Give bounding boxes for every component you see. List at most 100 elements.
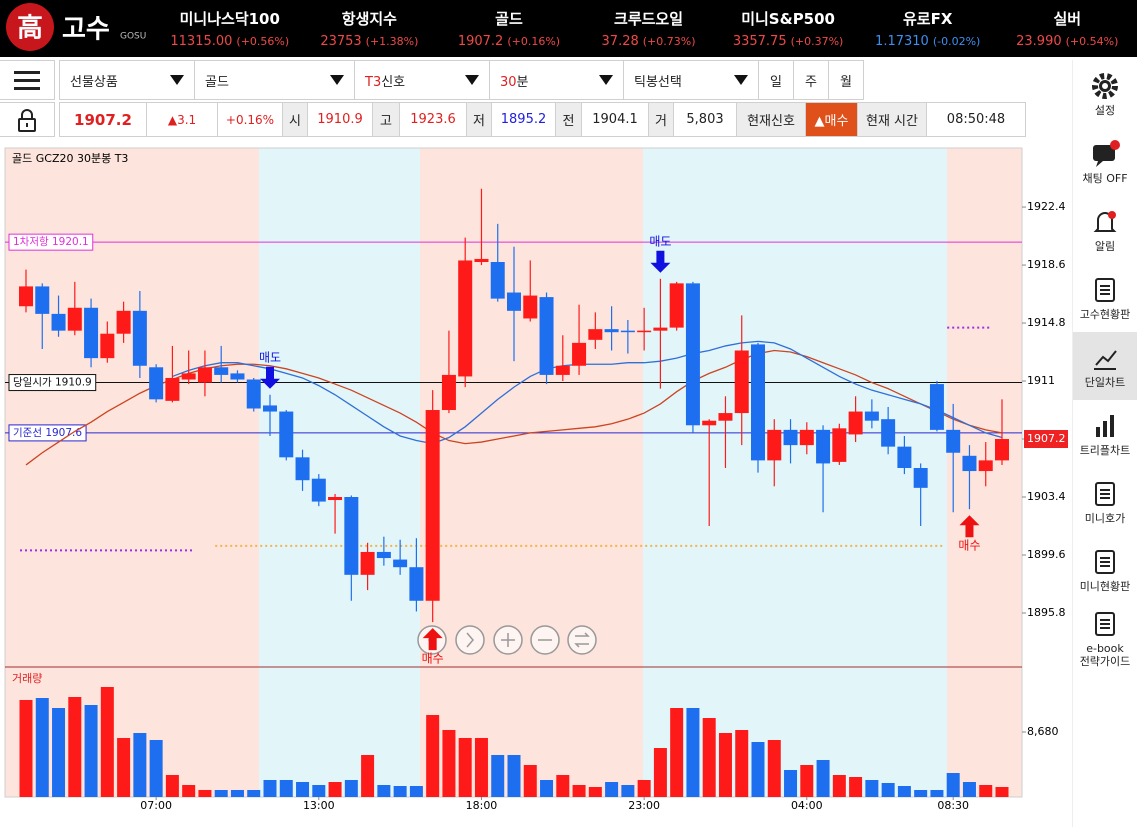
candle-body: [832, 428, 847, 462]
y-tick-label: 1918.6: [1027, 258, 1066, 271]
signal-label: 매수: [958, 539, 980, 553]
volume-bar: [214, 789, 228, 797]
lock-icon: [18, 108, 36, 132]
volume-bar: [881, 783, 895, 797]
x-tick-label: 04:00: [791, 799, 823, 812]
ticker-change: (+0.54%): [1065, 35, 1119, 48]
candle-body: [490, 261, 505, 299]
candle-body: [653, 327, 668, 331]
ticker[interactable]: 크루드오일 37.28 (+0.73%): [579, 0, 719, 57]
candle-body: [132, 310, 147, 366]
candle-body: [328, 497, 343, 501]
quote-open: 1910.9: [307, 102, 373, 137]
signal-label: 매도: [259, 350, 281, 364]
quote-high: 1923.6: [399, 102, 467, 137]
sidebar-item[interactable]: 미니현황판: [1073, 536, 1137, 604]
ticker-price: 1907.2: [457, 34, 504, 49]
level-label: 1차저항 1920.1: [13, 236, 89, 248]
lock-button[interactable]: [0, 102, 55, 137]
period-button[interactable]: 월: [828, 60, 864, 100]
logo[interactable]: 高 고수 GOSU: [0, 0, 160, 57]
sidebar-item[interactable]: e-book 전략가이드: [1073, 604, 1137, 672]
volume-bar: [605, 781, 619, 797]
volume-bar: [393, 785, 407, 797]
candle-body: [263, 405, 277, 412]
sidebar-item[interactable]: 채팅 OFF: [1073, 128, 1137, 196]
volume-bar: [832, 775, 846, 797]
sidebar-item[interactable]: 설정: [1073, 60, 1137, 128]
sell-arrow: [650, 250, 671, 273]
volume-bar: [491, 755, 505, 797]
candle-body: [474, 258, 489, 262]
menu-icon: [14, 71, 40, 90]
volume-bar: [312, 785, 326, 797]
candle-body: [181, 373, 196, 380]
candle-body: [84, 307, 99, 359]
last-price-box: [1024, 430, 1068, 449]
ticker[interactable]: 유로FX 1.17310 (-0.02%): [858, 0, 998, 57]
sidebar-item[interactable]: 단일차트: [1073, 332, 1137, 400]
candle-body: [881, 419, 896, 447]
ticker-name: 유로FX: [902, 10, 953, 28]
sidebar-item[interactable]: 고수현황판: [1073, 264, 1137, 332]
menu-button[interactable]: [0, 60, 55, 100]
sidebar-label: 트리플차트: [1079, 444, 1131, 457]
sidebar-label: 채팅 OFF: [1082, 172, 1128, 185]
ticker[interactable]: 미니나스닥100 11315.00 (+0.56%): [160, 0, 300, 57]
volume-bar: [621, 785, 635, 797]
dropdown-label: 틱봉선택: [634, 71, 682, 90]
ticker[interactable]: 미니S&P500 3357.75 (+0.37%): [718, 0, 858, 57]
volume-bar: [458, 737, 472, 797]
volume-bar: [100, 687, 114, 797]
candle-body: [295, 457, 310, 481]
reset-icon: [574, 632, 590, 648]
volume-bar: [800, 765, 814, 797]
quote-prev-label: 전: [555, 102, 582, 137]
ticker-name: 실버: [1053, 10, 1082, 28]
ticker-quote: 23.990 (+0.54%): [997, 34, 1137, 49]
candle-body: [685, 283, 700, 426]
volume-bar: [279, 779, 293, 797]
quote-volume: 5,803: [673, 102, 737, 137]
sidebar-item[interactable]: 미니호가: [1073, 468, 1137, 536]
next-button[interactable]: [455, 625, 485, 655]
quote-rate: +0.16%: [217, 102, 283, 137]
volume-bar: [637, 779, 651, 797]
period-button[interactable]: 일: [758, 60, 794, 100]
level-label: 당일시가 1910.9: [13, 376, 92, 389]
reset-button[interactable]: [567, 625, 597, 655]
logo-circle: [6, 3, 54, 51]
dropdown[interactable]: 골드: [194, 60, 355, 100]
dropdown-label: T3신호: [365, 71, 405, 90]
dropdown[interactable]: 틱봉선택: [623, 60, 759, 100]
quote-low-label: 저: [466, 102, 492, 137]
ticker[interactable]: 골드 1907.2 (+0.16%): [439, 0, 579, 57]
candle-body: [783, 429, 798, 446]
candle-body: [523, 295, 538, 319]
sidebar-icon: [1095, 611, 1115, 636]
sidebar-label: 알림: [1094, 240, 1116, 253]
session-band: [5, 148, 259, 797]
candle-body: [51, 313, 66, 331]
volume-bar: [523, 765, 537, 797]
volume-title: 거래량: [12, 672, 42, 685]
ticker[interactable]: 항생지수 23753 (+1.38%): [300, 0, 440, 57]
volume-bar: [361, 755, 375, 797]
candle-body: [637, 330, 652, 333]
sidebar-item[interactable]: 알림: [1073, 196, 1137, 264]
dropdown-highlight: T3: [365, 74, 382, 90]
candle-body: [344, 497, 359, 575]
period-button[interactable]: 주: [793, 60, 829, 100]
ticker[interactable]: 실버 23.990 (+0.54%): [997, 0, 1137, 57]
volume-bar: [84, 705, 98, 797]
buy-arrow: [422, 628, 443, 651]
dropdown[interactable]: 30분: [489, 60, 624, 100]
chart-title: 골드 GCZ20 30분봉 T3: [12, 152, 128, 165]
ticker-price: 23753: [320, 34, 362, 49]
dropdown[interactable]: 선물상품: [59, 60, 195, 100]
dropdown[interactable]: T3신호: [354, 60, 490, 100]
session-band: [259, 148, 420, 797]
volume-bar: [946, 773, 960, 797]
sidebar-item[interactable]: 트리플차트: [1073, 400, 1137, 468]
